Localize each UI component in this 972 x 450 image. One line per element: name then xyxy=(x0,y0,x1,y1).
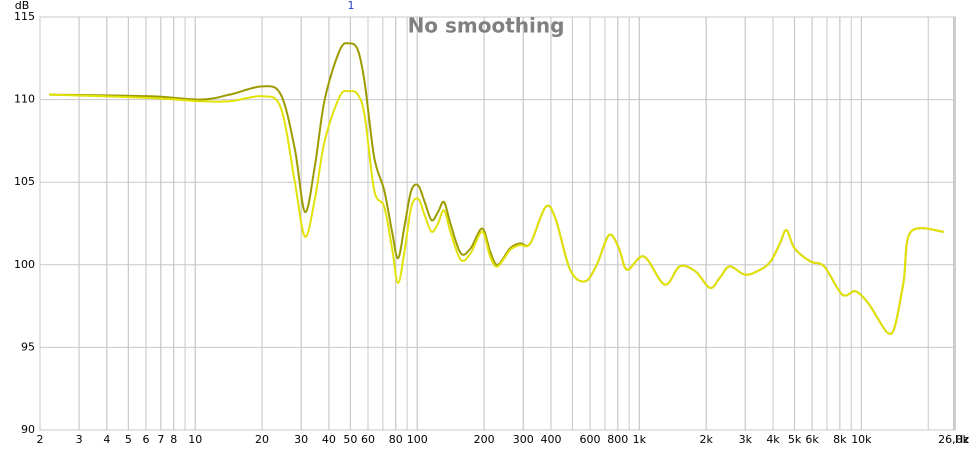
x-tick-label: 5 xyxy=(125,433,132,446)
y-tick-label: 110 xyxy=(14,93,35,106)
y-tick-label: 100 xyxy=(14,258,35,271)
chart-title: No smoothing xyxy=(408,14,565,38)
x-tick-label: 3k xyxy=(739,433,753,446)
x-tick-label: 60 xyxy=(361,433,375,446)
y-tick-label: 115 xyxy=(14,10,35,23)
x-tick-label: 4k xyxy=(766,433,780,446)
x-tick-label: 40 xyxy=(322,433,336,446)
x-tick-label: 100 xyxy=(407,433,428,446)
x-tick-label: 5k xyxy=(788,433,802,446)
x-tick-label: 6k xyxy=(805,433,819,446)
x-tick-label: 8 xyxy=(170,433,177,446)
x-tick-label: 10 xyxy=(188,433,202,446)
y-tick-label: 105 xyxy=(14,175,35,188)
x-tick-label: 3 xyxy=(76,433,83,446)
x-axis-unit: Hz xyxy=(955,433,969,446)
response-line xyxy=(49,89,944,335)
x-tick-label: 30 xyxy=(294,433,308,446)
x-tick-label: 50 xyxy=(343,433,357,446)
x-tick-label: 2 xyxy=(37,433,44,446)
marker-label: 1 xyxy=(348,0,355,12)
x-tick-label: 800 xyxy=(607,433,628,446)
x-tick-label: 80 xyxy=(389,433,403,446)
x-tick-label: 200 xyxy=(474,433,495,446)
x-tick-label: 1k xyxy=(633,433,647,446)
x-tick-label: 2k xyxy=(699,433,713,446)
y-tick-label: 95 xyxy=(21,340,35,353)
y-tick-label: 90 xyxy=(21,423,35,436)
plot-area xyxy=(39,16,956,431)
y-axis-label: dB xyxy=(15,0,30,12)
x-tick-label: 8k xyxy=(833,433,847,446)
x-tick-label: 20 xyxy=(255,433,269,446)
x-tick-label: 300 xyxy=(513,433,534,446)
x-tick-label: 600 xyxy=(580,433,601,446)
x-tick-label: 10k xyxy=(851,433,872,446)
x-tick-label: 7 xyxy=(157,433,164,446)
x-tick-label: 26,0k xyxy=(938,433,969,446)
x-tick-label: 4 xyxy=(103,433,110,446)
x-tick-label: 400 xyxy=(540,433,561,446)
x-tick-label: 6 xyxy=(142,433,149,446)
